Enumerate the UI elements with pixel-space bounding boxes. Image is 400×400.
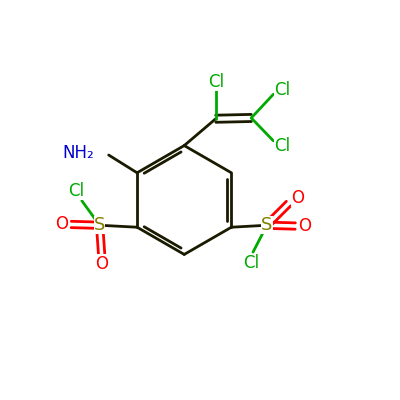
Text: Cl: Cl	[208, 73, 224, 91]
Text: O: O	[299, 217, 312, 235]
Text: O: O	[291, 189, 304, 207]
Text: S: S	[94, 216, 105, 234]
Text: Cl: Cl	[274, 80, 290, 98]
Text: O: O	[95, 254, 108, 272]
Text: Cl: Cl	[68, 182, 84, 200]
Text: NH₂: NH₂	[62, 144, 94, 162]
Text: S: S	[261, 216, 272, 234]
Text: O: O	[55, 216, 68, 234]
Text: Cl: Cl	[274, 136, 290, 154]
Text: Cl: Cl	[243, 254, 259, 272]
